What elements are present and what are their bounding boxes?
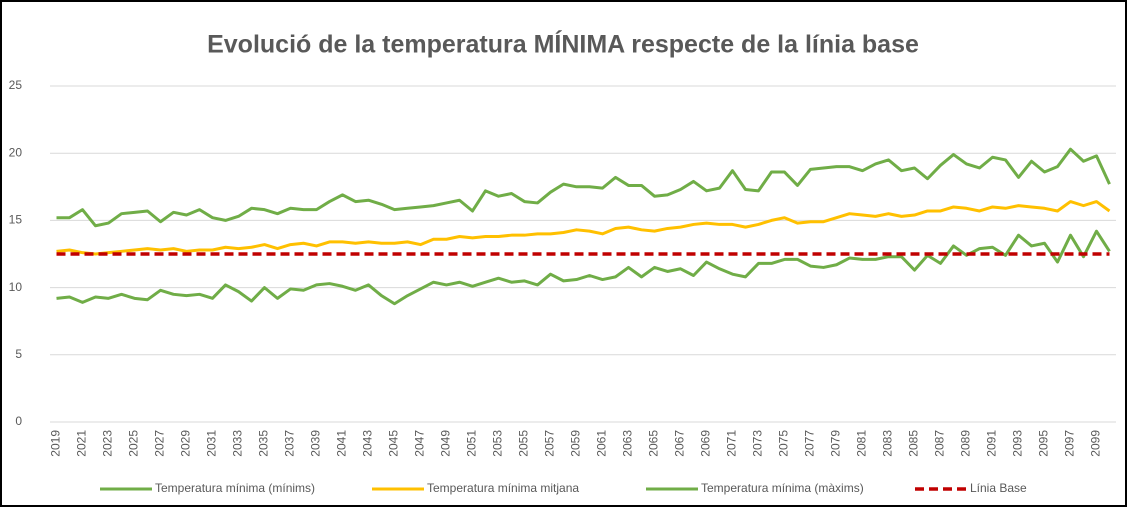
y-tick-label: 10 <box>9 280 23 294</box>
x-tick-label: 2063 <box>621 430 635 457</box>
x-tick-label: 2087 <box>933 430 947 457</box>
x-tick-label: 2039 <box>309 430 323 457</box>
y-tick-label: 5 <box>15 347 22 361</box>
x-tick-label: 2025 <box>127 430 141 457</box>
x-tick-label: 2027 <box>153 430 167 457</box>
y-tick-label: 0 <box>15 414 22 428</box>
x-tick-label: 2051 <box>465 430 479 457</box>
chart-title: Evolució de la temperatura MÍNIMA respec… <box>207 30 919 59</box>
x-tick-label: 2023 <box>101 430 115 457</box>
x-tick-label: 2093 <box>1011 430 1025 457</box>
x-tick-label: 2037 <box>283 430 297 457</box>
x-tick-label: 2085 <box>907 430 921 457</box>
legend-label: Temperatura mínima (màxims) <box>701 481 864 495</box>
x-tick-label: 2067 <box>673 430 687 457</box>
legend-label: Línia Base <box>970 481 1027 495</box>
x-tick-label: 2065 <box>647 430 661 457</box>
x-tick-label: 2099 <box>1089 430 1103 457</box>
x-tick-label: 2095 <box>1037 430 1051 457</box>
x-tick-label: 2047 <box>413 430 427 457</box>
y-tick-label: 25 <box>9 78 23 92</box>
x-tick-label: 2097 <box>1063 430 1077 457</box>
x-tick-label: 2035 <box>257 430 271 457</box>
x-tick-label: 2049 <box>439 430 453 457</box>
x-tick-label: 2059 <box>569 430 583 457</box>
x-tick-label: 2077 <box>803 430 817 457</box>
x-tick-label: 2061 <box>595 430 609 457</box>
x-tick-label: 2069 <box>699 430 713 457</box>
x-tick-label: 2029 <box>179 430 193 457</box>
legend-label: Temperatura mínima mitjana <box>427 481 579 495</box>
series-line <box>56 229 1111 306</box>
x-tick-label: 2091 <box>985 430 999 457</box>
x-tick-label: 2089 <box>959 430 973 457</box>
x-tick-label: 2041 <box>335 430 349 457</box>
legend-label: Temperatura mínima (mínims) <box>155 481 315 495</box>
x-tick-label: 2079 <box>829 430 843 457</box>
x-tick-label: 2019 <box>49 430 63 457</box>
x-tick-label: 2033 <box>231 430 245 457</box>
x-tick-label: 2031 <box>205 430 219 457</box>
series-line <box>56 200 1111 256</box>
x-tick-label: 2083 <box>881 430 895 457</box>
x-tick-label: 2053 <box>491 430 505 457</box>
x-tick-label: 2057 <box>543 430 557 457</box>
x-tick-label: 2021 <box>75 430 89 457</box>
series-line <box>56 147 1111 228</box>
x-tick-label: 2081 <box>855 430 869 457</box>
x-tick-label: 2075 <box>777 430 791 457</box>
x-tick-label: 2073 <box>751 430 765 457</box>
y-tick-label: 15 <box>9 213 23 227</box>
y-tick-label: 20 <box>9 145 23 159</box>
x-tick-label: 2045 <box>387 430 401 457</box>
x-tick-label: 2071 <box>725 430 739 457</box>
x-tick-label: 2043 <box>361 430 375 457</box>
x-tick-label: 2055 <box>517 430 531 457</box>
